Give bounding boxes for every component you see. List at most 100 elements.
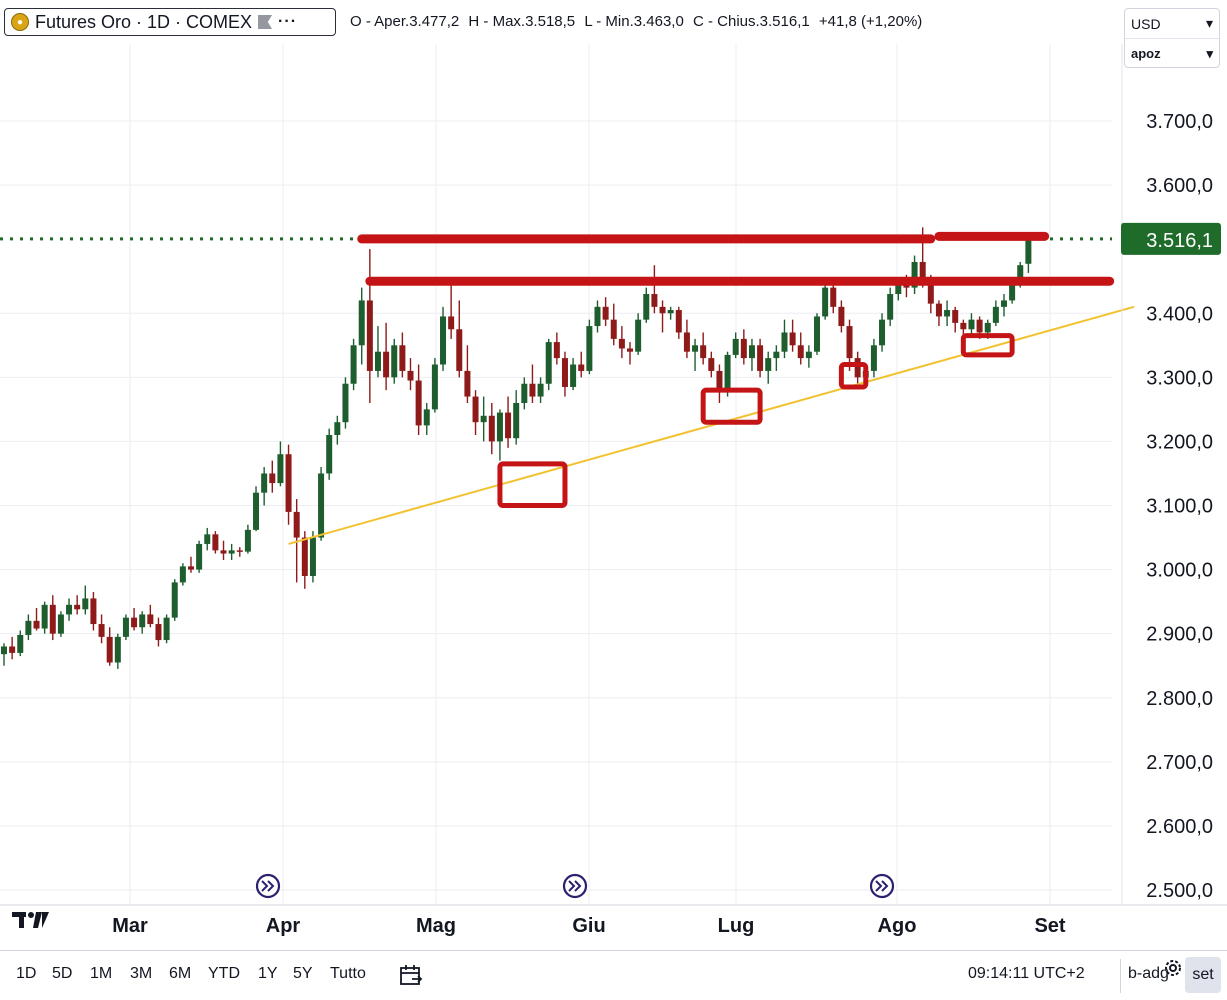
candle-body	[293, 511, 300, 538]
range-1m-button[interactable]: 1M	[90, 965, 113, 982]
candle-body	[391, 345, 398, 378]
candle-body	[415, 380, 422, 426]
price-tick-label: 3.000,0	[1146, 560, 1213, 582]
range-5d-button[interactable]: 5D	[52, 965, 73, 982]
candle-body	[643, 294, 650, 320]
candle-body	[374, 351, 381, 371]
candle-body	[399, 345, 406, 371]
candle-body	[1009, 284, 1016, 301]
tradingview-logo-icon	[12, 910, 50, 935]
candle-body	[561, 358, 568, 387]
adjustment-label: apoz	[1131, 46, 1161, 61]
currency-row[interactable]: USD ▾	[1125, 9, 1219, 38]
range-3m-button[interactable]: 3M	[130, 965, 153, 982]
candle-body	[692, 345, 699, 352]
price-tick-label: 2.600,0	[1146, 816, 1213, 838]
candle-body	[578, 364, 585, 371]
candle-body	[570, 364, 577, 387]
candle-body	[464, 370, 471, 397]
candle-body	[757, 345, 764, 371]
candle-body	[98, 624, 105, 637]
grid-lines	[0, 44, 1112, 905]
candle-body	[1025, 238, 1032, 264]
candle-body	[236, 550, 243, 552]
candle-body	[350, 345, 357, 384]
price-tick-label: 2.900,0	[1146, 624, 1213, 646]
range-all-button[interactable]: Tutto	[330, 965, 366, 982]
candle-body	[513, 402, 520, 439]
candle-body	[586, 326, 593, 371]
candle-body	[927, 281, 934, 304]
price-tick-label: 2.700,0	[1146, 752, 1213, 774]
currency-label: USD	[1131, 15, 1161, 32]
price-chart[interactable]: 3.700,0 3.600,0 3.400,0 3.300,0 3.200,0 3.100…	[0, 44, 1227, 976]
session-button[interactable]: set	[1185, 957, 1221, 993]
candle-body	[9, 646, 16, 653]
symbol-selector[interactable]: ● Futures Oro · 1D · COMEX ···	[4, 8, 336, 36]
candle-body	[17, 634, 24, 653]
axes: 3.700,0 3.600,0 3.400,0 3.300,0 3.200,0 3.100…	[0, 44, 1227, 937]
candle-body	[708, 358, 715, 371]
candle-body	[968, 319, 975, 330]
price-tick-label: 2.800,0	[1146, 688, 1213, 710]
candle-body	[261, 473, 268, 493]
currency-selector[interactable]: USD ▾ apoz ▾	[1124, 8, 1220, 68]
candle-body	[700, 345, 707, 359]
range-6m-button[interactable]: 6M	[169, 965, 192, 982]
highlight-box	[700, 387, 763, 425]
range-1y-button[interactable]: 1Y	[258, 965, 278, 982]
candle-body	[952, 310, 959, 323]
candle-body	[106, 636, 113, 663]
candle-body	[789, 332, 796, 346]
candle-body	[244, 529, 251, 552]
adjustment-row[interactable]: apoz ▾	[1125, 38, 1219, 68]
candle-body	[228, 550, 235, 554]
settings-gear-icon[interactable]	[1162, 957, 1184, 984]
flag-icon[interactable]	[258, 15, 273, 29]
candle-body	[334, 422, 341, 436]
candle-body	[366, 300, 373, 371]
candle-body	[505, 412, 512, 439]
candle-body	[960, 322, 967, 330]
candle-body	[553, 342, 560, 359]
close-value: C - Chius.3.516,1	[692, 13, 810, 30]
candle-body	[82, 598, 89, 610]
gold-coin-icon: ●	[11, 13, 29, 31]
candle-body	[521, 383, 528, 403]
candle-body	[309, 537, 316, 576]
candle-body	[830, 287, 837, 307]
more-dots-icon[interactable]: ···	[278, 13, 298, 30]
candle-body	[919, 261, 926, 282]
price-tick-label: 3.600,0	[1146, 175, 1213, 197]
price-tick-label: 3.700,0	[1146, 111, 1213, 133]
low-value: L - Min.3.463,0	[584, 13, 684, 30]
candle-body	[1, 646, 7, 655]
adjustment-button[interactable]: b-adg	[1128, 965, 1169, 982]
candle-body	[944, 310, 951, 317]
candle-body	[196, 543, 203, 570]
candle-body	[903, 284, 910, 288]
candle-body	[781, 332, 788, 352]
candle-body	[220, 550, 227, 554]
candle-body	[659, 306, 666, 314]
candle-body	[41, 604, 48, 629]
range-ytd-button[interactable]: YTD	[208, 965, 240, 982]
candle-body	[155, 624, 162, 641]
candle-body	[114, 636, 121, 663]
highlight-box	[960, 333, 1015, 358]
candle-body	[163, 617, 170, 641]
chart-svg[interactable]: 3.700,0 3.600,0 3.400,0 3.300,0 3.200,0 3.100…	[0, 44, 1227, 950]
candle-body	[635, 319, 642, 352]
candles	[1, 227, 1032, 669]
candle-body	[204, 534, 211, 544]
range-5y-button[interactable]: 5Y	[293, 965, 313, 982]
candle-body	[870, 345, 877, 371]
drawing-overlays	[0, 231, 1135, 899]
candle-body	[716, 370, 723, 391]
last-price-badge	[1121, 222, 1221, 255]
candle-body	[277, 454, 284, 484]
calendar-goto-icon[interactable]	[398, 963, 424, 989]
candle-body	[171, 582, 178, 618]
candle-body	[976, 319, 983, 333]
range-1d-button[interactable]: 1D	[16, 965, 37, 982]
